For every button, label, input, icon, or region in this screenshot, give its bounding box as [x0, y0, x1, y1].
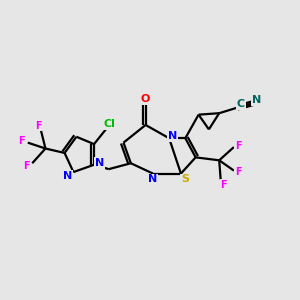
- Text: C: C: [237, 99, 245, 109]
- Text: S: S: [181, 174, 189, 184]
- Text: F: F: [220, 180, 227, 190]
- Text: F: F: [235, 167, 242, 177]
- Text: N: N: [252, 95, 262, 105]
- Text: O: O: [141, 94, 150, 104]
- Text: F: F: [35, 121, 41, 130]
- Text: F: F: [18, 136, 25, 146]
- Text: N: N: [148, 174, 158, 184]
- Text: N: N: [63, 171, 72, 181]
- Text: N: N: [168, 131, 177, 141]
- Text: N: N: [95, 158, 105, 168]
- Text: F: F: [235, 141, 242, 151]
- Text: Cl: Cl: [103, 119, 115, 129]
- Text: F: F: [24, 161, 30, 171]
